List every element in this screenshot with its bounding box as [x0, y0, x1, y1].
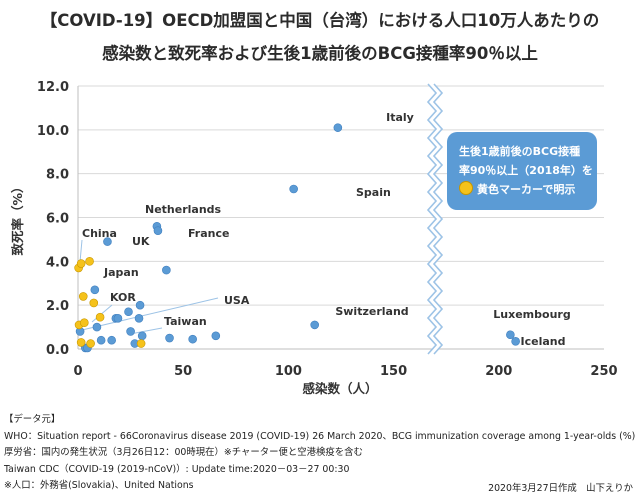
point-label-iceland: Iceland — [521, 335, 566, 348]
point-labels: Italy Spain Netherlands France China UK Japan K… — [82, 111, 571, 348]
point-label-france: France — [188, 227, 229, 240]
data-point — [107, 335, 116, 345]
data-point — [92, 322, 102, 332]
x-tick-label: 0 — [73, 364, 82, 379]
y-tick-label: 10.0 — [37, 124, 69, 139]
y-tick-label: 2.0 — [46, 299, 69, 314]
point-label-luxembourg: Luxembourg — [493, 308, 570, 321]
data-point — [511, 337, 520, 346]
data-point — [90, 285, 100, 295]
point-label-netherlands: Netherlands — [145, 203, 222, 216]
note-taiwan: Taiwan CDC（COVID-19 (2019-nCoV)）: Update… — [4, 463, 350, 475]
y-tick-label: 0.0 — [46, 343, 69, 358]
callout-line2: 率90％以上（2018年）を — [459, 164, 593, 177]
point-label-taiwan: Taiwan — [164, 315, 207, 328]
bcg-point — [76, 338, 86, 347]
note-who: WHO：Situation report - 66Coronavirus dis… — [4, 430, 636, 442]
bcg-point — [86, 339, 95, 348]
bcg-point — [89, 298, 99, 308]
bcg-point — [95, 312, 105, 322]
x-tick-label: 200 — [485, 364, 512, 379]
point-label-spain: Spain — [356, 186, 391, 199]
point-label-italy: Italy — [386, 111, 414, 124]
bcg-point — [78, 292, 88, 301]
data-point — [135, 300, 145, 310]
legend-callout: 生後1歳前後のBCG接種 率90％以上（2018年）を 黄色マーカーで明示 — [447, 132, 597, 210]
y-tick-label: 4.0 — [46, 255, 69, 270]
axis-break-line — [426, 83, 438, 355]
y-axis-label: 致死率（%） — [10, 180, 25, 255]
data-point — [165, 333, 174, 343]
leader-line — [79, 239, 83, 263]
source-notes: 【データ元】 WHO：Situation report - 66Coronavi… — [4, 412, 638, 495]
point-label-kor: KOR — [110, 291, 136, 304]
data-point — [137, 331, 147, 341]
point-label-usa: USA — [224, 294, 250, 307]
note-population: ※人口：外務省(Slovakia)、United Nations — [4, 480, 194, 492]
y-tick-label: 8.0 — [46, 168, 69, 183]
data-point — [333, 123, 343, 132]
x-tick-label: 100 — [275, 364, 302, 379]
axis-break-line — [432, 83, 444, 355]
author-credit: 2020年3月27日作成 山下えりか — [488, 483, 633, 494]
data-point — [188, 334, 197, 344]
bcg-point — [136, 339, 146, 348]
y-tick-label: 6.0 — [46, 212, 69, 227]
data-point — [134, 314, 144, 323]
data-point — [506, 330, 515, 340]
data-point — [310, 320, 320, 330]
data-point — [126, 327, 135, 336]
data-points — [74, 123, 520, 353]
yellow-marker-icon — [459, 181, 473, 195]
data-point — [124, 307, 133, 317]
axes — [77, 86, 604, 350]
chart-title-line1: 【COVID-19】OECD加盟国と中国（台湾）における人口10万人あたりの — [40, 11, 600, 30]
y-tick-label: 12.0 — [37, 80, 69, 95]
leader-line — [129, 327, 163, 335]
chart-title-line2: 感染数と致死率および生後1歳前後のBCG接種率90％以上 — [102, 44, 538, 63]
data-point — [103, 237, 112, 246]
x-tick-label: 50 — [174, 364, 192, 379]
data-point — [96, 335, 106, 345]
point-label-china: China — [82, 227, 117, 240]
axis-break — [426, 83, 444, 355]
bcg-point — [85, 257, 94, 266]
data-point — [162, 265, 171, 275]
leader-line — [81, 297, 219, 331]
data-point — [289, 184, 298, 194]
x-tick-label: 250 — [590, 364, 617, 379]
data-point — [113, 314, 123, 323]
x-tick-label: 150 — [380, 364, 407, 379]
notes-header: 【データ元】 — [4, 414, 61, 425]
point-label-japan: Japan — [103, 266, 139, 279]
data-point — [211, 331, 221, 341]
callout-line3: 黄色マーカーで明示 — [477, 183, 576, 196]
note-mhlw: 厚労省：国内の発生状況（3月26日12：00時現在）※チャーター便と空港検疫を含… — [4, 447, 363, 459]
tick-labels: 0.0 2.0 4.0 6.0 8.0 10.0 12.0 0 50 100 150 200 250 — [37, 80, 618, 379]
data-point — [153, 226, 163, 235]
callout-line1: 生後1歳前後のBCG接種 — [459, 145, 581, 158]
bcg-point — [76, 259, 86, 268]
point-label-uk: UK — [132, 235, 150, 248]
axis-break-band — [428, 84, 442, 354]
x-axis-label: 感染数（人） — [302, 381, 377, 396]
bcg-point — [80, 318, 89, 328]
point-label-switzerland: Switzerland — [335, 305, 408, 318]
